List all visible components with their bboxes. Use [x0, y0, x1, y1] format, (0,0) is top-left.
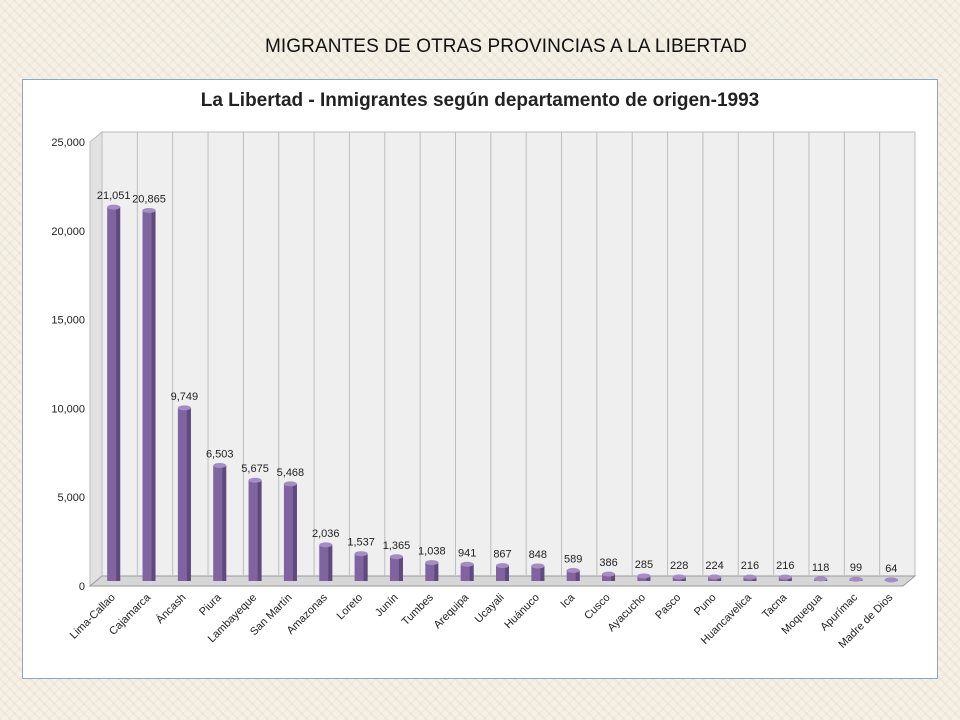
data-label: 941 [458, 547, 476, 559]
y-tick-label: 5,000 [57, 492, 85, 504]
bar-cap [177, 405, 191, 411]
data-label: 386 [599, 557, 617, 569]
bar-cap [389, 554, 403, 560]
data-label: 216 [741, 560, 759, 572]
bar-shade [575, 570, 580, 581]
bar-shade [116, 207, 121, 581]
bar-shade [681, 576, 686, 581]
bar-shade [787, 577, 792, 581]
x-tick-label: Pasco [653, 592, 683, 622]
data-label: 20,865 [132, 193, 166, 205]
x-tick-label: Tacna [760, 591, 790, 621]
data-label: 216 [776, 560, 794, 572]
data-label: 99 [850, 562, 862, 574]
data-label: 228 [670, 560, 688, 572]
data-label: 1,537 [347, 537, 375, 549]
bar-shade [151, 210, 156, 581]
bar-shade [717, 577, 722, 581]
bar-shade [257, 480, 262, 581]
data-label: 21,051 [97, 190, 131, 202]
data-label: 5,675 [241, 463, 269, 475]
data-label: 224 [705, 560, 723, 572]
x-tick-label: Ucayali [473, 592, 507, 626]
y-tick-label: 25,000 [51, 137, 85, 149]
bar [602, 574, 616, 581]
bar-shade [505, 565, 509, 581]
data-label: 2,036 [312, 528, 340, 540]
x-tick-label: Puno [692, 592, 719, 619]
x-tick-label: Áncash [153, 591, 188, 626]
bar-cap [425, 560, 439, 566]
data-label: 1,038 [418, 546, 446, 558]
chart-title: La Libertad - Inmigrantes según departam… [201, 90, 760, 111]
x-tick-label: Cusco [582, 592, 613, 623]
data-label: 9,749 [171, 391, 199, 403]
data-label: 118 [812, 562, 830, 574]
data-label: 285 [635, 559, 653, 571]
data-label: 6,503 [206, 449, 234, 461]
data-label: 1,365 [383, 540, 411, 552]
bar-cap [319, 542, 333, 548]
bar-cap [602, 571, 616, 577]
bar-cap [531, 563, 545, 569]
bar-shade [328, 544, 333, 581]
bar-shade [611, 574, 616, 581]
x-tick-label: Ayacucho [606, 592, 649, 635]
bar-cap [849, 576, 863, 582]
bar-cap [566, 568, 580, 574]
bar-cap [283, 481, 297, 487]
x-tick-label: Lima-Callao [68, 592, 118, 642]
y-tick-label: 0 [79, 581, 85, 593]
bar-shade [398, 556, 403, 581]
bar [637, 575, 651, 581]
y-tick-label: 10,000 [51, 403, 85, 415]
bar-cap [354, 551, 368, 557]
y-tick-label: 15,000 [51, 315, 85, 327]
bar-shade [540, 565, 545, 581]
data-label: 867 [493, 549, 511, 561]
data-label: 848 [529, 549, 547, 561]
bar-shade [292, 483, 297, 581]
x-tick-label: Huánuco [502, 592, 542, 632]
x-tick-label: Arequipa [432, 591, 472, 631]
bar-cap [248, 477, 262, 483]
bar-cap [743, 574, 757, 580]
bar-cap [496, 563, 509, 569]
bar-shade [469, 564, 474, 581]
data-label: 589 [564, 554, 582, 566]
bar-cap [708, 574, 722, 580]
bar-cap [884, 577, 898, 583]
bar-shade [186, 407, 191, 581]
slide-title: MIGRANTES DE OTRAS PROVINCIAS A LA LIBER… [265, 36, 747, 57]
chart-frame: La Libertad - Inmigrantes según departam… [22, 79, 938, 679]
bar-cap [213, 463, 227, 469]
x-tick-label: Junín [373, 592, 401, 620]
bar-shade [646, 575, 651, 581]
bar-cap [637, 573, 651, 579]
data-label: 64 [885, 563, 897, 575]
bar-cap [107, 204, 121, 210]
bar-cap [460, 561, 474, 567]
bar-cap [672, 574, 686, 580]
bar-cap [814, 576, 828, 582]
data-label: 5,468 [277, 467, 305, 479]
x-tick-label: Ica [558, 591, 577, 610]
bar [566, 570, 580, 581]
bar-chart: La Libertad - Inmigrantes según departam… [51, 90, 917, 651]
bar-shade [222, 465, 227, 581]
bar-shade [752, 577, 757, 581]
bar-shade [363, 553, 368, 581]
bar-shade [434, 562, 439, 581]
x-tick-label: Piura [197, 591, 224, 618]
bar-cap [142, 207, 156, 213]
bar-cap [778, 574, 792, 580]
x-tick-label: Loreto [335, 592, 366, 623]
y-tick-label: 20,000 [51, 226, 85, 238]
